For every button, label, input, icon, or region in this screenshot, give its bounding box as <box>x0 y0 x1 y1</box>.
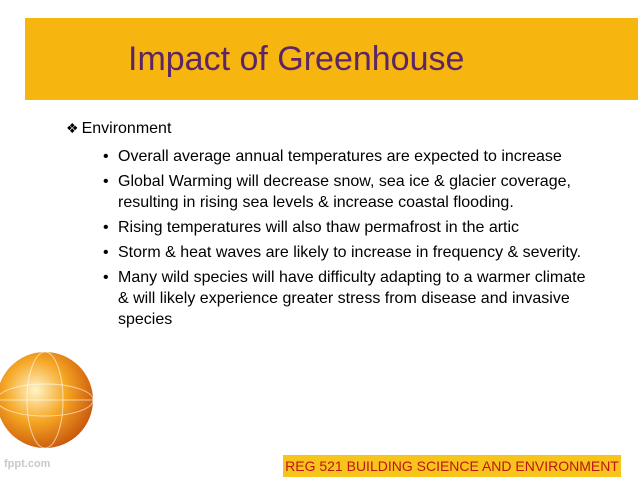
watermark: fppt.com <box>4 458 51 470</box>
footer: REG 521 BUILDING SCIENCE AND ENVIRONMENT <box>283 455 621 477</box>
bullet-item: Many wild species will have difficulty a… <box>103 267 598 330</box>
bullet-item: Storm & heat waves are likely to increas… <box>103 242 598 263</box>
bullet-item: Rising temperatures will also thaw perma… <box>103 217 598 238</box>
bullet-list: Overall average annual temperatures are … <box>103 146 598 334</box>
title-band <box>25 18 638 100</box>
section-heading: ❖ Environment <box>66 120 172 137</box>
bullet-item: Overall average annual temperatures are … <box>103 146 598 167</box>
globe-graphic <box>0 351 94 449</box>
slide-title: Impact of Greenhouse <box>128 40 465 78</box>
bullet-item: Global Warming will decrease snow, sea i… <box>103 171 598 213</box>
heading-text: Environment <box>81 120 172 137</box>
